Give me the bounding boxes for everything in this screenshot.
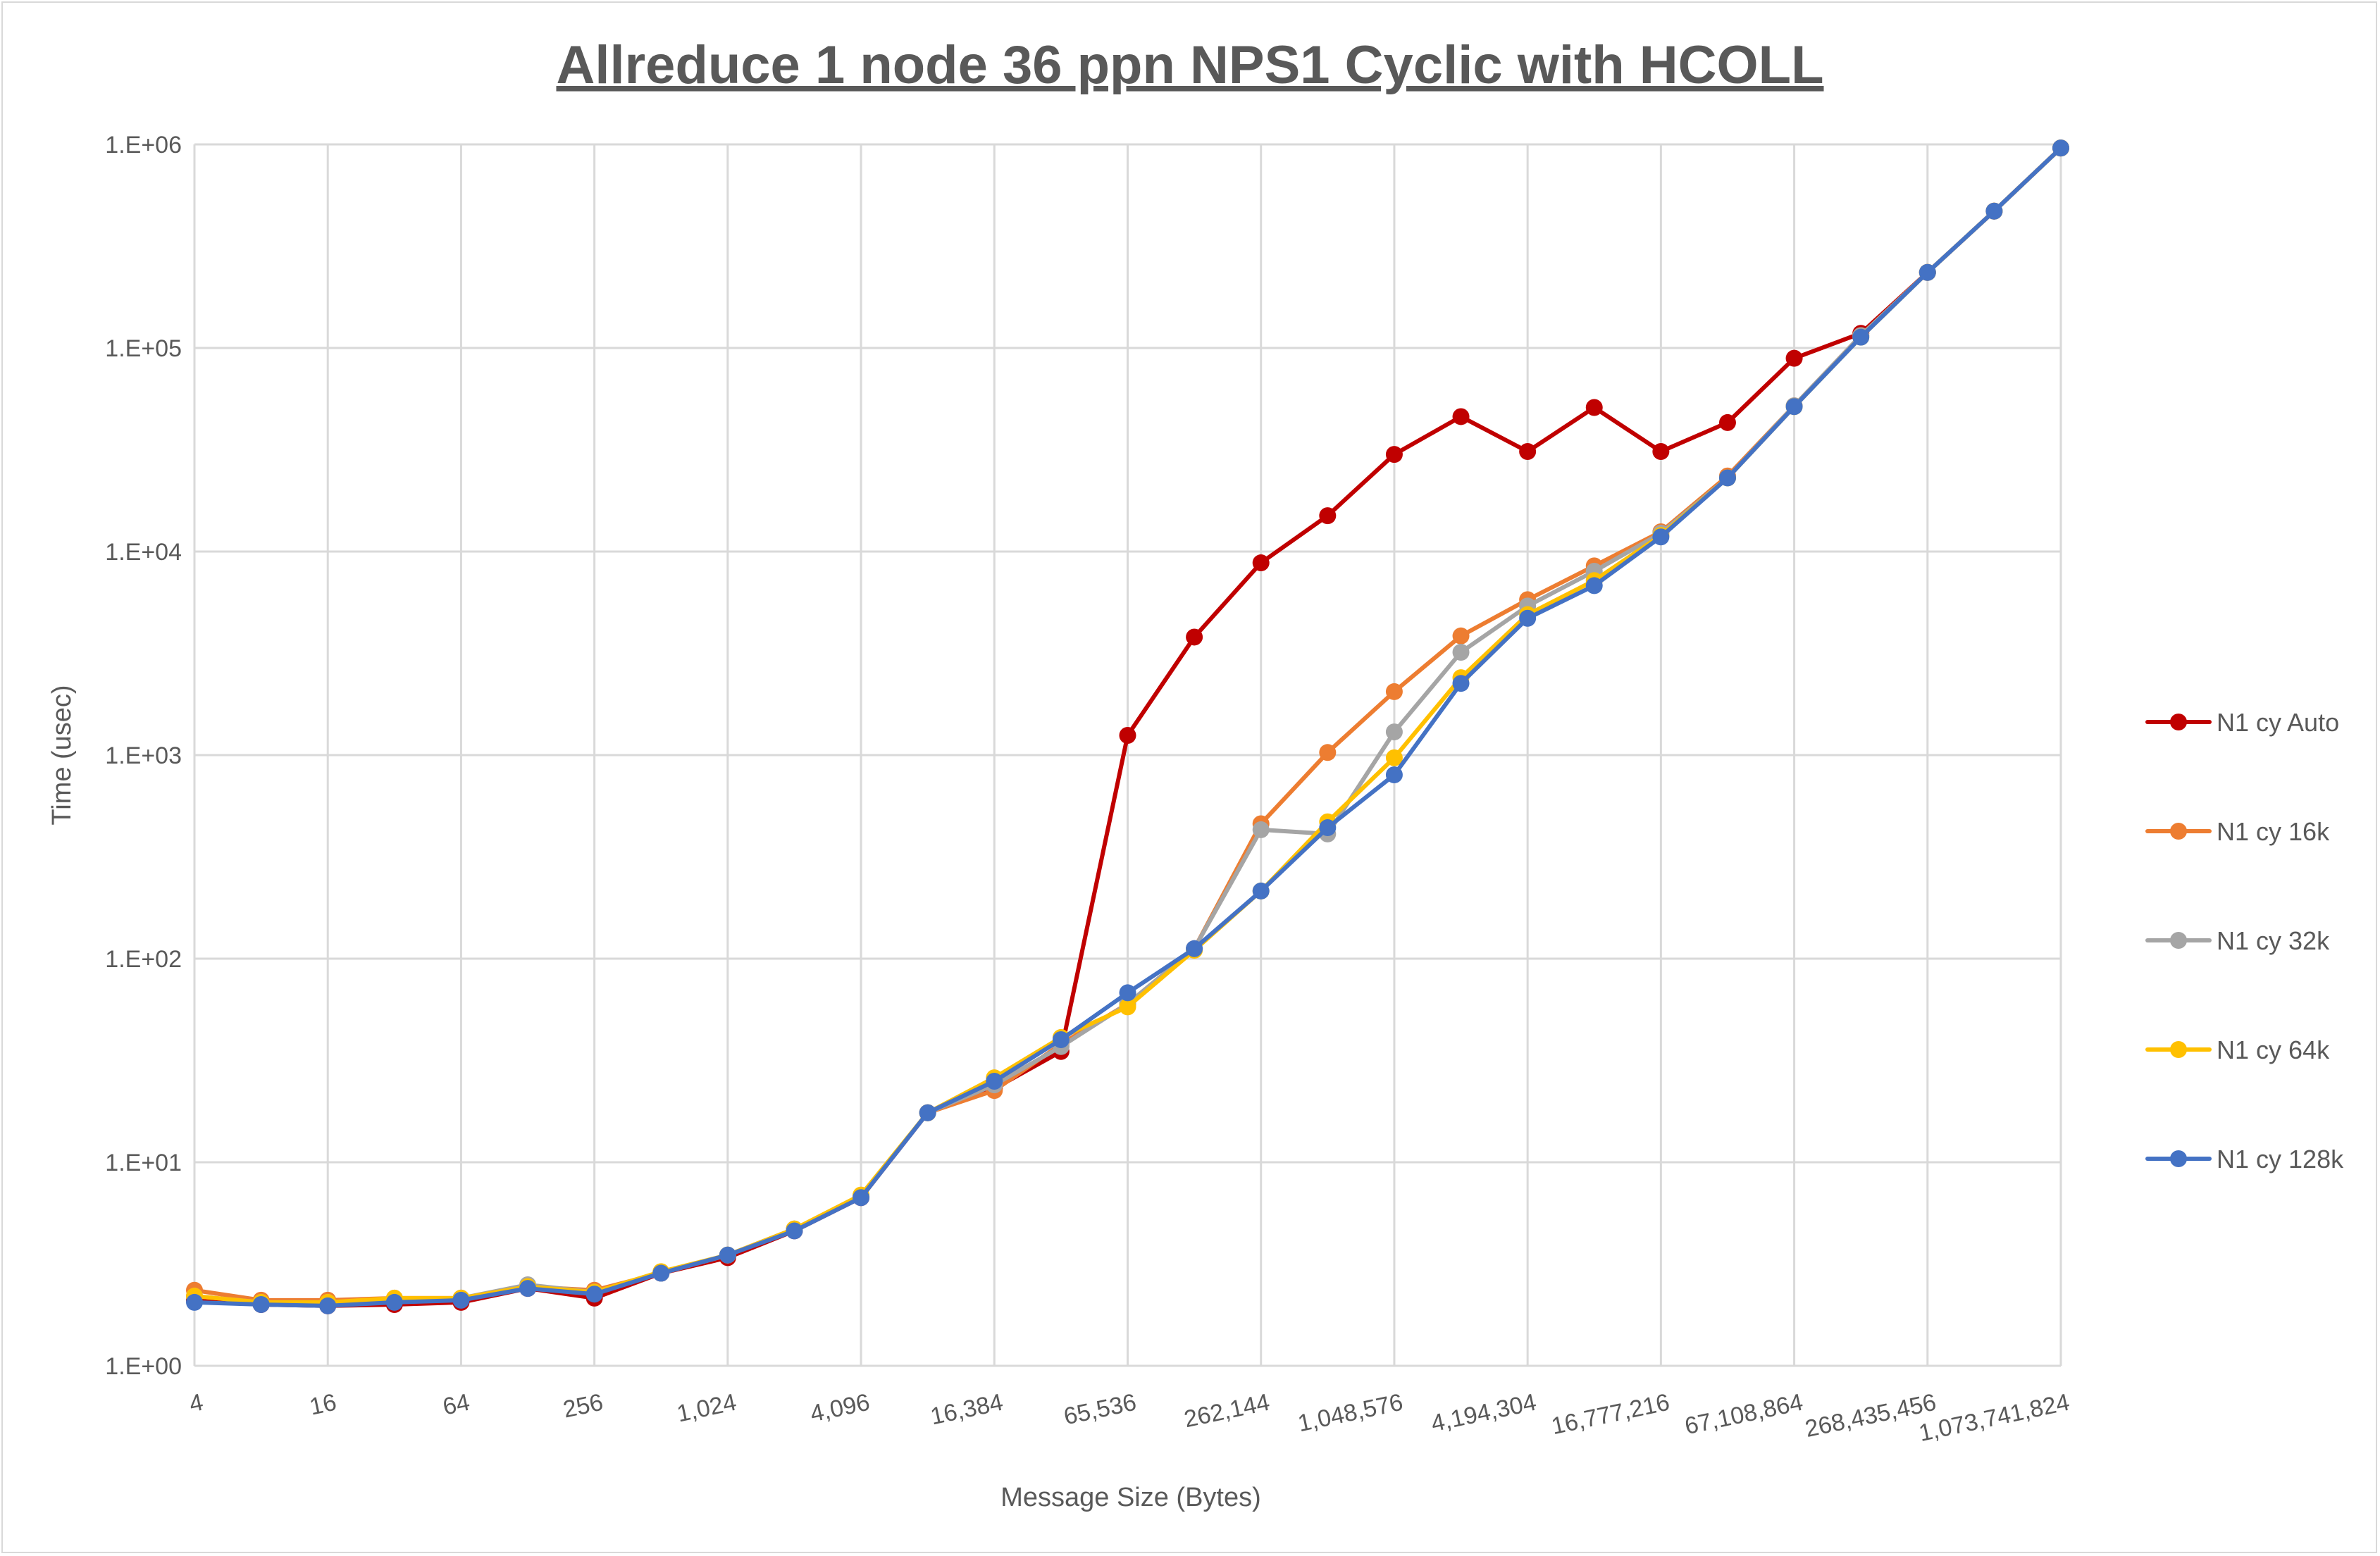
data-point (1385, 766, 1403, 784)
data-point (853, 1189, 870, 1207)
data-point (1919, 263, 1936, 281)
legend-item: N1 cy 64k (2145, 1035, 2330, 1064)
y-tick-label: 1.E+06 (105, 132, 182, 158)
x-tick-label: 65,536 (1062, 1389, 1139, 1431)
data-point (919, 1104, 936, 1121)
series-group (186, 139, 2069, 1314)
x-tick-label: 262,144 (1182, 1389, 1272, 1433)
data-point (1585, 399, 1603, 416)
data-point (1852, 328, 1870, 346)
data-point (1785, 349, 1803, 367)
data-point (1718, 413, 1736, 431)
legend-marker (2170, 932, 2187, 949)
x-tick-label: 4,096 (808, 1389, 872, 1428)
data-point (1252, 554, 1270, 572)
data-point (452, 1291, 470, 1309)
data-point (1385, 446, 1403, 463)
data-point (1319, 744, 1337, 761)
legend-label: N1 cy 32k (2217, 926, 2330, 955)
data-point (1119, 984, 1136, 1002)
y-tick-label: 1.E+05 (105, 335, 182, 362)
y-tick-label: 1.E+03 (105, 742, 182, 769)
series-n1-cy-128k (186, 139, 2069, 1314)
legend: N1 cy Auto N1 cy 16k N1 cy 32k N1 cy 64k N1 … (2145, 708, 2344, 1174)
x-tick-label: 4 (187, 1389, 205, 1418)
legend-item: N1 cy 32k (2145, 926, 2330, 955)
x-tick-label: 64 (440, 1389, 472, 1421)
data-point (1452, 627, 1470, 645)
data-point (1319, 507, 1337, 525)
x-tick-label: 16,777,216 (1549, 1389, 1672, 1440)
data-point (1319, 819, 1337, 837)
data-point (519, 1280, 537, 1297)
data-point (1119, 726, 1136, 744)
x-tick-labels: 4 16 64 256 1,024 4,096 16,384 65,536 262,144 1,0… (187, 1389, 2071, 1447)
legend-label: N1 cy 128k (2217, 1145, 2344, 1174)
data-point (1718, 469, 1736, 487)
y-tick-label: 1.E+02 (105, 946, 182, 973)
data-point (1186, 628, 1203, 646)
legend-label: N1 cy 16k (2217, 817, 2330, 846)
data-point (1452, 644, 1470, 661)
y-tick-labels: 1.E+00 1.E+01 1.E+02 1.E+03 1.E+04 1.E+05 1.E+… (105, 132, 182, 1380)
legend-marker (2170, 1041, 2187, 1058)
data-point (1385, 723, 1403, 741)
data-point (1452, 675, 1470, 692)
data-point (1119, 998, 1136, 1016)
y-tick-label: 1.E+00 (105, 1353, 182, 1380)
x-tick-label: 16 (307, 1389, 339, 1421)
x-tick-label: 1,024 (674, 1389, 738, 1428)
data-point (585, 1286, 603, 1303)
x-tick-label: 1,073,741,824 (1916, 1389, 2072, 1447)
legend-marker (2170, 823, 2187, 840)
y-tick-label: 1.E+04 (105, 539, 182, 566)
data-point (1652, 442, 1670, 460)
gridlines (193, 143, 2062, 1367)
data-point (385, 1293, 403, 1311)
legend-label: N1 cy Auto (2217, 708, 2339, 737)
data-point (1252, 882, 1270, 900)
data-point (1385, 683, 1403, 700)
legend-marker (2170, 1150, 2187, 1167)
data-point (719, 1246, 736, 1264)
data-point (652, 1264, 670, 1282)
data-point (1385, 749, 1403, 766)
data-point (252, 1296, 270, 1314)
data-point (1519, 609, 1537, 627)
data-point (1186, 940, 1203, 957)
data-point (319, 1297, 337, 1314)
x-tick-label: 268,435,456 (1803, 1389, 1939, 1443)
legend-label: N1 cy 64k (2217, 1035, 2330, 1064)
data-point (1652, 528, 1670, 546)
data-point (1785, 398, 1803, 416)
y-axis-label: Time (usec) (47, 685, 77, 825)
data-point (1052, 1031, 1070, 1049)
data-point (2052, 139, 2069, 157)
data-point (1519, 442, 1537, 460)
chart-title: Allreduce 1 node 36 ppn NPS1 Cyclic with… (556, 35, 1823, 95)
x-tick-label: 1,048,576 (1296, 1389, 1406, 1438)
x-tick-label: 16,384 (928, 1389, 1005, 1431)
legend-item: N1 cy 16k (2145, 817, 2330, 846)
y-tick-label: 1.E+01 (105, 1150, 182, 1176)
x-tick-label: 4,194,304 (1429, 1389, 1539, 1438)
data-point (986, 1072, 1003, 1090)
legend-item: N1 cy Auto (2145, 708, 2339, 737)
legend-marker (2170, 714, 2187, 730)
x-tick-label: 256 (561, 1389, 605, 1424)
x-axis-label: Message Size (Bytes) (1000, 1483, 1261, 1512)
data-point (186, 1293, 203, 1311)
data-point (1585, 577, 1603, 595)
legend-item: N1 cy 128k (2145, 1145, 2344, 1174)
data-point (1985, 202, 2003, 220)
data-point (1452, 408, 1470, 425)
x-tick-label: 67,108,864 (1682, 1389, 1805, 1440)
data-point (786, 1222, 803, 1240)
data-point (1252, 821, 1270, 838)
